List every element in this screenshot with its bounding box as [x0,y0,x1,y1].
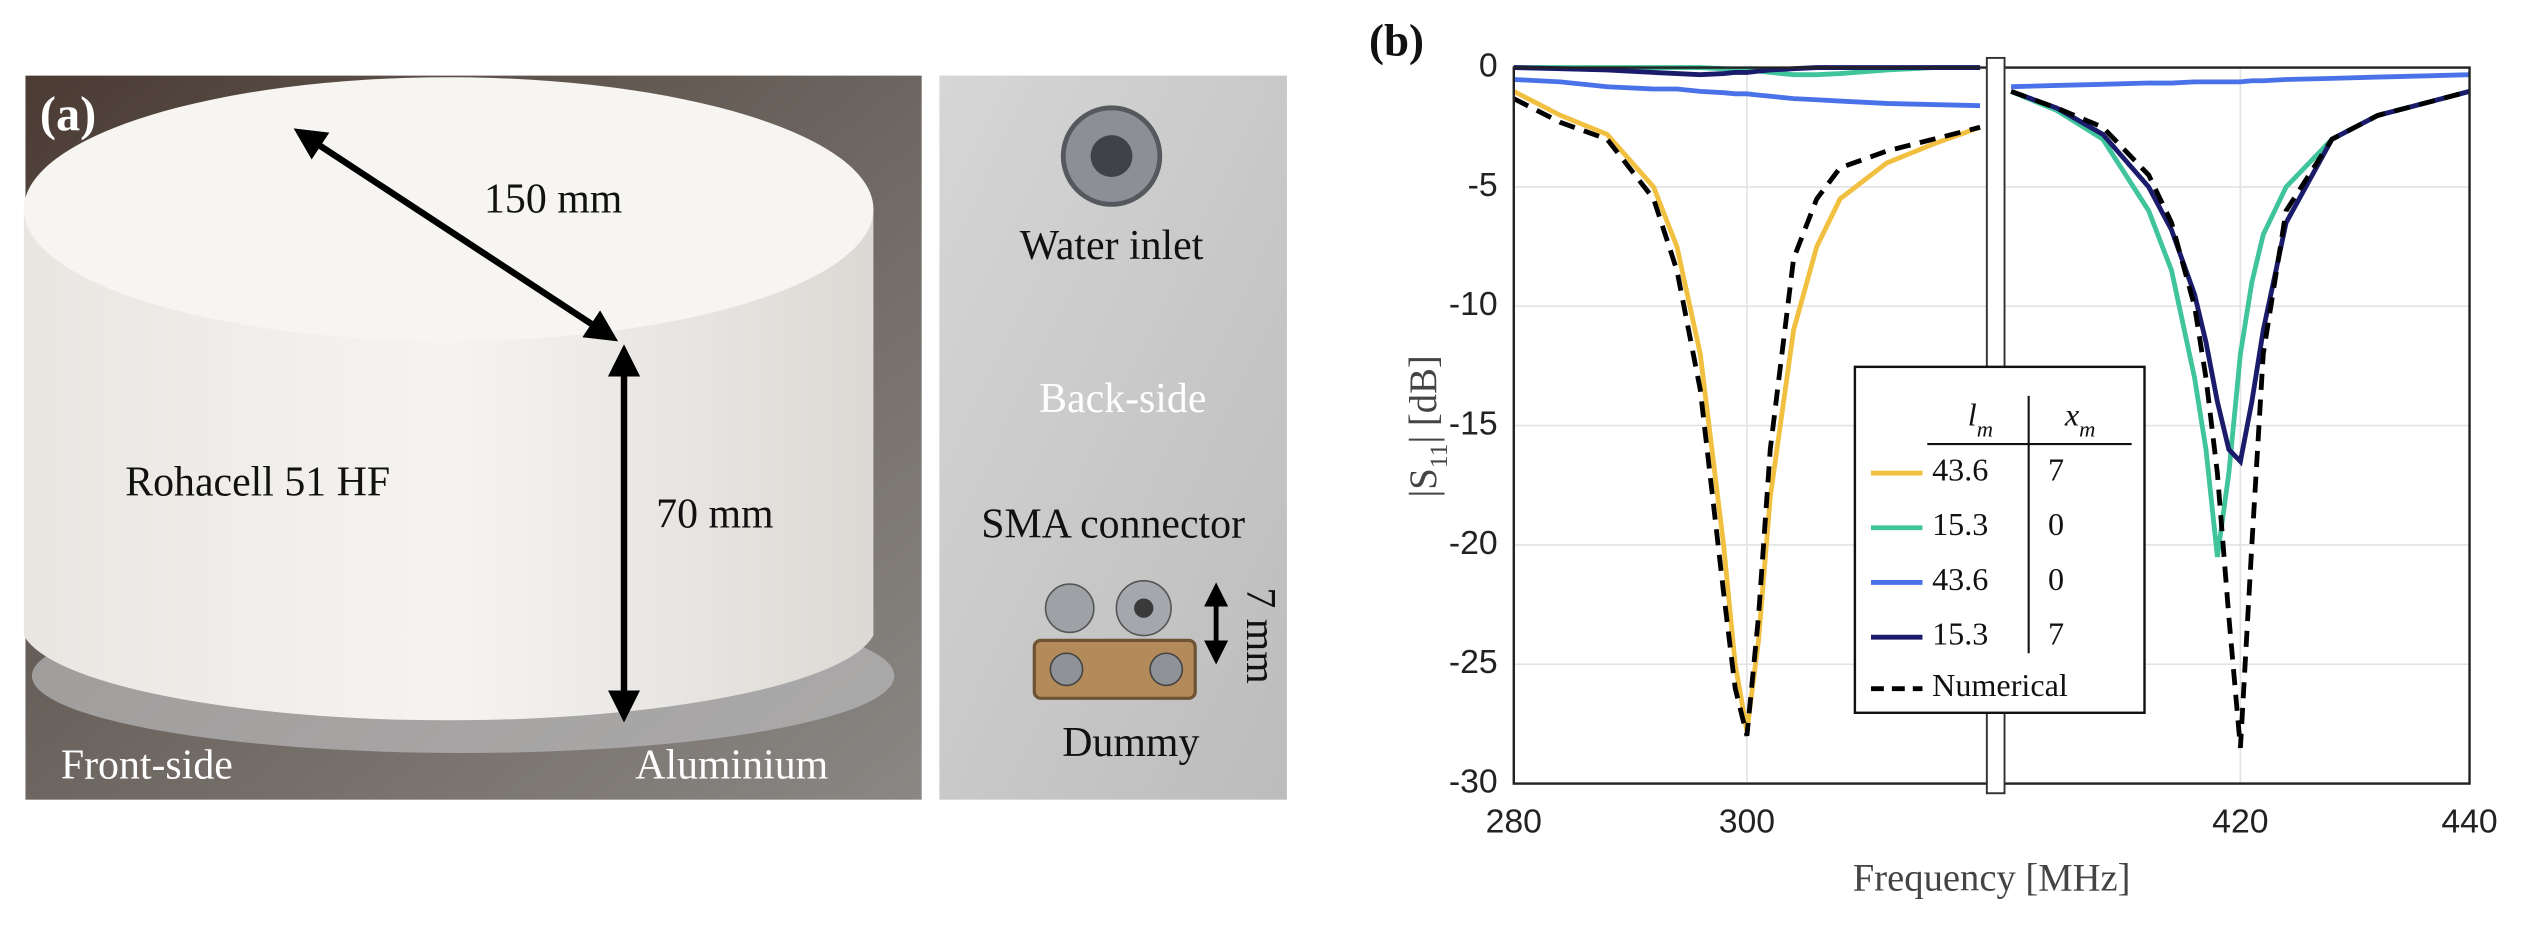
series-line [1512,96,1981,737]
legend-label: Numerical [1932,667,2068,703]
legend-header-subscript: m [2079,416,2095,441]
legend-header: xm [2064,397,2096,441]
y-tick-label: -25 [1449,643,1498,681]
base-label: Aluminium [635,743,828,789]
y-tick-label: -15 [1449,405,1498,443]
panel-label: (a) [40,88,96,141]
y-axis-title: |S11| [dB] [1403,355,1454,497]
legend-label: 43.6 [1932,451,1988,487]
legend-label: 15.3 [1932,616,1988,652]
series-line [1513,77,1981,109]
legend-label: 0 [2048,506,2064,542]
series-line [2010,89,2471,749]
legend-label: 7 [2048,451,2064,487]
y-axis-title-part: 11 [1424,443,1453,468]
photo-front: (a) 150 mm Rohacell 51 HF 70 mm Front-si… [23,75,922,800]
legend-header-symbol: x [2064,397,2080,433]
x-tick-label: 440 [2441,803,2497,841]
legend-header: lm [1968,397,1993,441]
legend-header-subscript: m [1977,416,1993,441]
screw [1044,583,1095,634]
material-label: Rohacell 51 HF [125,460,390,506]
y-axis-title-part: | [dB] [1403,355,1445,443]
x-tick-label: 280 [1486,803,1542,841]
x-tick-label: 300 [1719,803,1775,841]
height-label: 70 mm [656,492,773,538]
legend-label: 43.6 [1932,561,1988,597]
screw [1049,652,1084,687]
front-side-label: Front-side [61,743,233,789]
diameter-arrow [293,128,619,342]
y-tick-label: -20 [1449,524,1498,562]
y-tick-label: 0 [1479,46,1498,84]
sma-pin [1134,598,1154,618]
water-inlet-label: Water inlet [1020,223,1204,269]
legend-label: 7 [2048,616,2064,652]
panel-label: (b) [1369,15,1424,65]
cylinder-top [23,77,874,342]
diameter-label: 150 mm [484,176,622,222]
screw [1149,652,1184,687]
cylinder-body [23,209,874,721]
x-axis-title: Frequency [MHz] [1853,858,2131,900]
photo-back: Water inlet Back-side SMA connector 7 mm… [939,75,1287,800]
offset-label: 7 mm [1237,587,1283,683]
x-tick-label: 420 [2212,803,2268,841]
back-side-label: Back-side [1039,376,1206,422]
dummy-label: Dummy [1062,720,1199,766]
y-tick-label: -5 [1468,166,1498,204]
series-line [2011,72,2470,90]
y-axis-title-part: |S [1403,468,1445,497]
legend-box [1853,365,2146,714]
legend-label: 15.3 [1932,506,1988,542]
water-inlet-hole [1090,135,1133,177]
y-tick-label: -10 [1449,285,1498,323]
y-tick-label: -30 [1449,763,1498,801]
connector-label: SMA connector [981,501,1245,547]
legend-label: 0 [2048,561,2064,597]
legend-header-symbol: l [1968,397,1977,433]
